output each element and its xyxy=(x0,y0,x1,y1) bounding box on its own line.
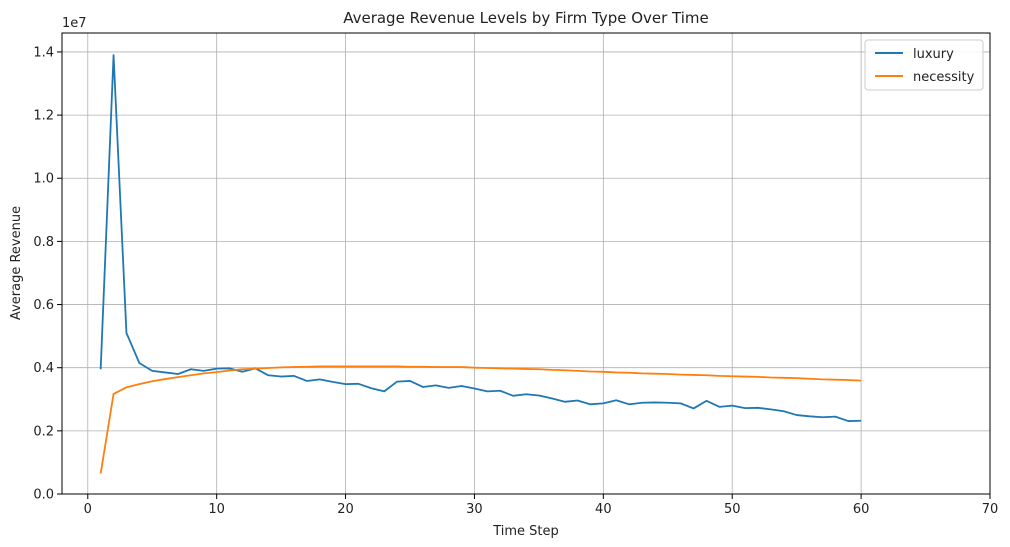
y-axis-multiplier: 1e7 xyxy=(62,16,87,31)
y-tick-label: 0.8 xyxy=(33,235,54,250)
y-tick-label: 0.2 xyxy=(33,424,54,439)
series-line-necessity xyxy=(99,365,862,474)
y-tick-label: 0.0 xyxy=(33,488,54,503)
series-line-luxury xyxy=(99,54,862,422)
x-tick-label: 70 xyxy=(982,502,999,517)
x-axis: 0 10 20 30 40 50 60 70 xyxy=(84,494,999,517)
x-tick-label: 0 xyxy=(84,502,92,517)
x-tick-label: 30 xyxy=(466,502,483,517)
chart-title: Average Revenue Levels by Firm Type Over… xyxy=(343,9,709,27)
x-tick-label: 60 xyxy=(853,502,870,517)
x-tick-label: 10 xyxy=(208,502,225,517)
legend-label-necessity: necessity xyxy=(913,70,975,85)
x-axis-label: Time Step xyxy=(492,524,559,539)
x-tick-label: 20 xyxy=(337,502,354,517)
y-tick-label: 1.4 xyxy=(33,45,54,60)
y-axis-label: Average Revenue xyxy=(9,206,24,320)
y-tick-label: 0.4 xyxy=(33,361,54,376)
series-layer xyxy=(99,54,862,474)
y-tick-label: 1.0 xyxy=(33,172,54,187)
y-axis: 0.0 0.2 0.4 0.6 0.8 1.0 1.2 1.4 xyxy=(33,45,62,503)
plot-frame xyxy=(61,32,991,495)
y-tick-label: 0.6 xyxy=(33,298,54,313)
legend-label-luxury: luxury xyxy=(913,47,954,62)
grid-lines xyxy=(62,33,991,495)
y-tick-label: 1.2 xyxy=(33,109,54,124)
x-tick-label: 40 xyxy=(595,502,612,517)
legend: luxury necessity xyxy=(864,39,984,91)
x-tick-label: 50 xyxy=(724,502,741,517)
